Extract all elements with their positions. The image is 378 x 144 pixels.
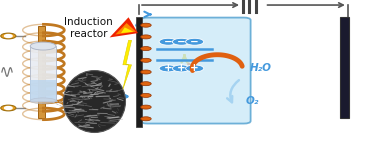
Polygon shape: [115, 23, 136, 35]
Text: −: −: [190, 37, 199, 47]
Circle shape: [141, 93, 151, 97]
Polygon shape: [123, 40, 132, 89]
Circle shape: [141, 82, 151, 86]
FancyBboxPatch shape: [340, 17, 349, 118]
Circle shape: [1, 105, 16, 111]
FancyBboxPatch shape: [141, 18, 251, 124]
Circle shape: [186, 38, 204, 45]
Text: H₂O: H₂O: [249, 63, 271, 73]
FancyBboxPatch shape: [30, 46, 56, 101]
Circle shape: [172, 38, 191, 45]
Circle shape: [141, 117, 151, 121]
Circle shape: [159, 65, 177, 72]
Ellipse shape: [64, 71, 125, 132]
Circle shape: [141, 47, 151, 51]
Text: +: +: [190, 63, 199, 73]
FancyBboxPatch shape: [30, 80, 56, 101]
Circle shape: [159, 38, 177, 45]
FancyBboxPatch shape: [38, 26, 45, 118]
Text: −: −: [164, 37, 173, 47]
Circle shape: [141, 35, 151, 39]
Text: Induction
reactor: Induction reactor: [65, 17, 113, 39]
Polygon shape: [121, 27, 133, 33]
Circle shape: [5, 107, 12, 109]
Text: O₂: O₂: [246, 96, 259, 106]
Circle shape: [5, 35, 12, 37]
Ellipse shape: [30, 98, 56, 104]
Polygon shape: [110, 17, 138, 37]
Text: +: +: [164, 63, 173, 73]
Circle shape: [1, 33, 16, 39]
Circle shape: [141, 58, 151, 62]
Circle shape: [141, 70, 151, 74]
Circle shape: [141, 23, 151, 27]
FancyBboxPatch shape: [136, 17, 142, 127]
Text: +: +: [177, 63, 186, 73]
Circle shape: [172, 65, 191, 72]
Ellipse shape: [30, 42, 56, 50]
Text: −: −: [177, 37, 186, 47]
Circle shape: [141, 105, 151, 109]
Circle shape: [186, 65, 204, 72]
